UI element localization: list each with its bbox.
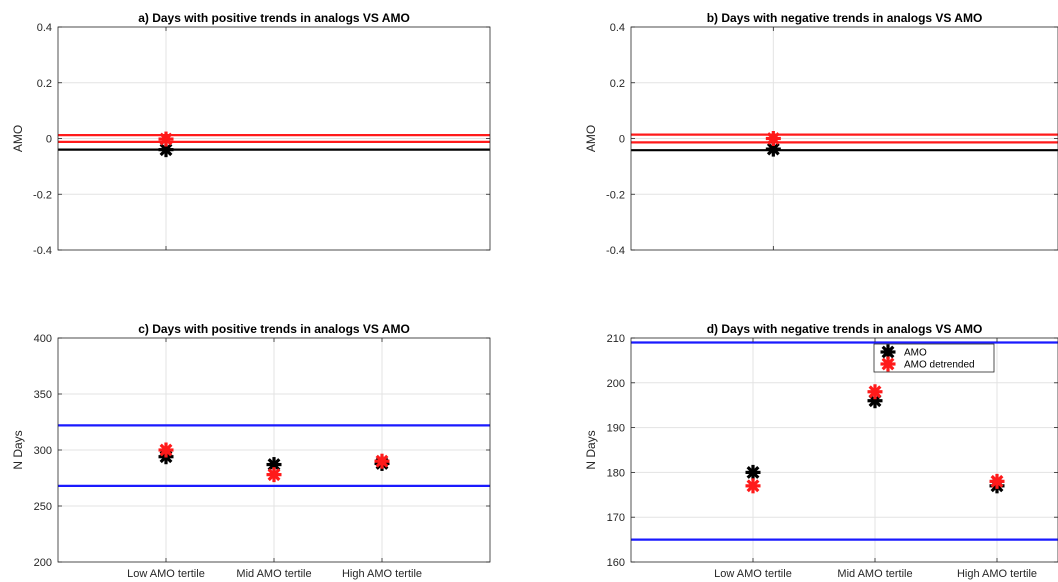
- marker-red-1: [266, 467, 282, 483]
- chart-title: a) Days with positive trends in analogs …: [138, 11, 410, 25]
- ytick-label: 0.2: [610, 78, 625, 90]
- xtick-label: Low AMO tertile: [714, 568, 792, 580]
- ytick-label: 0: [46, 134, 52, 146]
- ytick-label: 180: [607, 467, 625, 479]
- legend-label: AMO detrended: [904, 360, 975, 371]
- ytick-label: 0.4: [37, 22, 52, 34]
- marker-red-2: [989, 473, 1005, 489]
- ytick-label: -0.4: [606, 245, 625, 257]
- chart-panel-b: -0.4 -0.2 0 0.2 0.4 b) Days with negative tre…: [584, 11, 1058, 257]
- ytick-label: -0.2: [33, 189, 52, 201]
- y-axis-label: N Days: [584, 430, 598, 469]
- marker-black-0: [745, 464, 761, 480]
- marker-red-0: [158, 131, 174, 147]
- ytick-label: 190: [607, 423, 625, 435]
- legend-box: [873, 343, 995, 373]
- plot-area: [631, 338, 1058, 562]
- chart-panel-c: 200 250 300 350 400 Low AMO tertile Mid AMO te…: [11, 322, 491, 580]
- ytick-label: 250: [34, 501, 52, 513]
- ytick-label: 0: [619, 134, 625, 146]
- marker-red-2: [374, 453, 390, 469]
- legend-marker-red: [880, 356, 896, 372]
- ytick-label: -0.4: [33, 245, 52, 257]
- xtick-label: High AMO tertile: [957, 568, 1037, 580]
- ytick-label: 200: [607, 378, 625, 390]
- marker-black-0: [158, 142, 174, 158]
- y-axis-label: AMO: [11, 125, 25, 152]
- ytick-label: 210: [607, 333, 625, 345]
- y-axis-label: N Days: [11, 430, 25, 469]
- xtick-label: Mid AMO tertile: [236, 568, 311, 580]
- chart-panel-d: 160 170 180 190 200 210 Low AMO tertile Mid AMO…: [584, 322, 1058, 580]
- marker-red-0: [158, 442, 174, 458]
- marker-black-1: [266, 457, 282, 473]
- ytick-label: 160: [607, 557, 625, 569]
- legend-label: AMO: [904, 348, 927, 359]
- chart-title: b) Days with negative trends in analogs …: [707, 11, 983, 25]
- marker-red-0: [745, 478, 761, 494]
- legend-marker-black: [880, 344, 896, 360]
- marker-red-1: [867, 384, 883, 400]
- y-axis-label: AMO: [584, 125, 598, 152]
- ytick-label: -0.2: [606, 189, 625, 201]
- ytick-label: 170: [607, 512, 625, 524]
- xtick-label: Low AMO tertile: [127, 568, 205, 580]
- ytick-label: 200: [34, 557, 52, 569]
- ytick-label: 300: [34, 445, 52, 457]
- ytick-label: 400: [34, 333, 52, 345]
- chart-panel-a: -0.4 -0.2 0 0.2 0.4 a) Days with positive tre…: [11, 11, 491, 257]
- ytick-label: 350: [34, 389, 52, 401]
- marker-red-0: [765, 131, 781, 146]
- xtick-label: Mid AMO tertile: [837, 568, 912, 580]
- chart-title: d) Days with negative trends in analogs …: [707, 322, 983, 336]
- axes-frame: [630, 337, 1058, 563]
- ytick-label: 0.4: [610, 22, 625, 34]
- ytick-label: 0.2: [37, 78, 52, 90]
- xtick-label: High AMO tertile: [342, 568, 422, 580]
- chart-title: c) Days with positive trends in analogs …: [138, 322, 410, 336]
